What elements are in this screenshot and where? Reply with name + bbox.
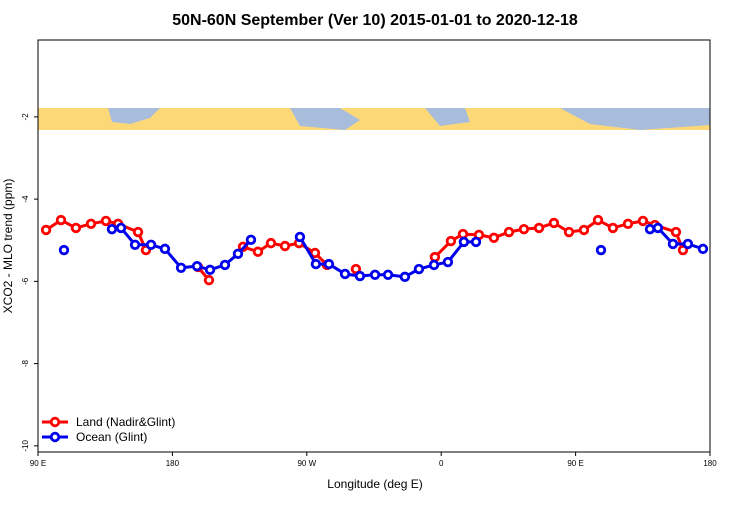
data-point [129, 239, 141, 250]
data-point [40, 224, 52, 236]
data-point [652, 222, 664, 234]
data-point [219, 259, 231, 271]
data-point [592, 214, 604, 226]
chart-title: 50N-60N September (Ver 10) 2015-01-01 to… [172, 12, 578, 29]
data-point [548, 217, 560, 229]
data-point [399, 271, 411, 283]
data-point [458, 236, 470, 248]
data-point [232, 248, 244, 260]
x-tick-label: 180 [166, 459, 180, 468]
data-point [445, 235, 457, 247]
data-point [470, 236, 482, 248]
data-point [578, 224, 590, 236]
x-axis-label: Longitude (deg E) [327, 477, 422, 491]
legend-marker [49, 431, 61, 443]
data-point [115, 222, 127, 234]
data-point [203, 274, 215, 286]
data-point [132, 226, 144, 238]
data-point [55, 214, 67, 226]
y-tick-label: -4 [21, 195, 30, 203]
series-line [45, 218, 685, 282]
data-point [670, 226, 682, 238]
data-point [682, 238, 694, 250]
data-point [622, 218, 634, 229]
data-point [159, 243, 171, 255]
data-point [413, 263, 425, 275]
map-land [290, 108, 360, 130]
data-point [354, 270, 366, 282]
data-point [204, 264, 216, 276]
data-point [428, 259, 440, 271]
data-point [518, 223, 530, 235]
data-point [323, 258, 335, 270]
data-point [442, 256, 454, 268]
data-point [697, 243, 709, 255]
map-land [108, 108, 160, 124]
data-point [145, 239, 157, 250]
data-point [667, 238, 679, 250]
data-point [503, 226, 515, 238]
data-point [106, 223, 118, 235]
x-tick-label: 90 W [297, 459, 316, 468]
y-tick-label: -6 [21, 277, 30, 285]
map-land [560, 108, 710, 130]
data-point [677, 244, 689, 256]
y-tick-label: -8 [21, 359, 30, 367]
data-point [595, 244, 607, 256]
data-point [191, 260, 203, 272]
y-axis-label: XCO2 - MLO trend (ppm) [1, 179, 15, 314]
data-point [100, 215, 112, 227]
data-point [457, 228, 469, 240]
x-tick-label: 90 E [30, 459, 46, 468]
legend-marker [49, 416, 61, 428]
data-point [637, 215, 649, 227]
data-point [279, 240, 291, 252]
data-point [58, 244, 70, 256]
data-point [563, 226, 575, 238]
plot-frame [37, 39, 711, 453]
data-point [85, 218, 97, 229]
map-band [38, 108, 710, 130]
x-tick-label: 90 E [567, 459, 583, 468]
data-point [488, 232, 500, 243]
y-tick-label: -2 [21, 113, 30, 121]
y-tick-label: -10 [21, 440, 30, 452]
data-point [252, 246, 264, 257]
data-point [429, 251, 441, 263]
data-point [265, 237, 277, 249]
data-point [245, 234, 257, 246]
data-point [175, 262, 187, 273]
legend-label: Land (Nadir&Glint) [76, 415, 175, 429]
map-ocean [38, 108, 710, 130]
data-point [607, 222, 619, 234]
data-point [309, 247, 321, 259]
data-point [70, 222, 82, 234]
data-point [644, 223, 656, 235]
data-point [382, 269, 394, 280]
data-point [294, 231, 306, 243]
x-tick-label: 180 [703, 459, 717, 468]
x-tick-label: 0 [439, 459, 444, 468]
data-point [369, 269, 381, 280]
data-point [533, 222, 545, 234]
legend-label: Ocean (Glint) [76, 430, 147, 444]
data-point [310, 258, 322, 270]
data-point [339, 268, 351, 280]
map-land [425, 108, 470, 126]
